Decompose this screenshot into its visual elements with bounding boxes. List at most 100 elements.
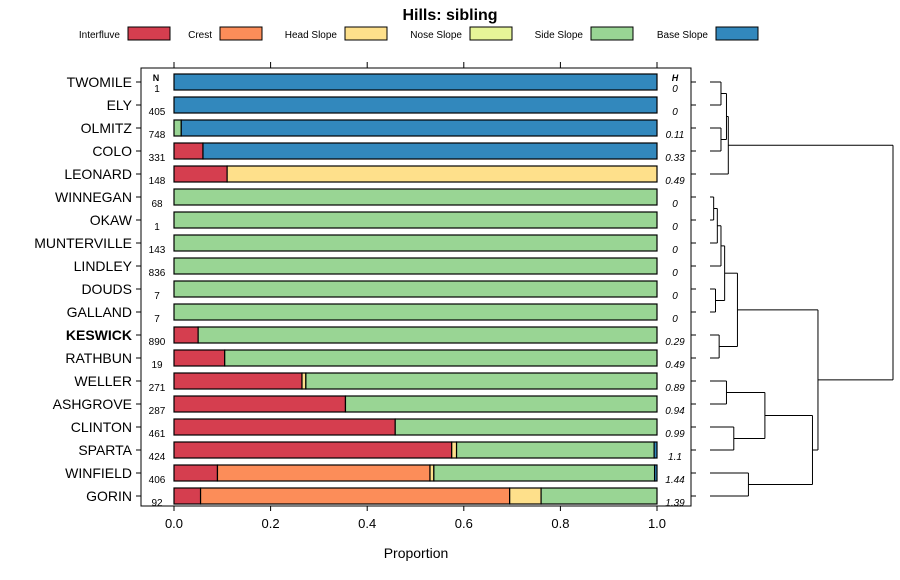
bar-segment — [216, 464, 431, 482]
row-label: ELY — [107, 97, 133, 113]
x-tick-label: 0.8 — [551, 516, 569, 531]
legend-label: Crest — [188, 30, 212, 41]
n-value: 287 — [149, 406, 166, 417]
n-value: 836 — [149, 268, 166, 279]
n-column-header: N — [153, 73, 160, 83]
legend-label: Nose Slope — [410, 30, 462, 41]
bar-segment — [173, 395, 347, 413]
h-value: 0 — [672, 291, 678, 302]
bar-row: WINFIELD 406 1.44 — [65, 464, 685, 486]
h-column-header: H — [672, 73, 679, 83]
legend: Interfluve Crest Head Slope Nose Slope Side … — [79, 26, 759, 41]
n-value: 148 — [149, 176, 166, 187]
n-value: 1 — [154, 84, 160, 95]
h-value: 1.44 — [665, 475, 685, 486]
h-value: 0 — [672, 107, 678, 118]
row-label: CLINTON — [71, 419, 132, 435]
bar-row: LEONARD 148 0.49 — [64, 165, 685, 187]
row-label: OKAW — [90, 212, 133, 228]
x-tick-label: 0.2 — [262, 516, 280, 531]
bar-row: GALLAND 7 0 — [67, 303, 678, 325]
n-value: 68 — [151, 199, 163, 210]
bar-row: CLINTON 461 0.99 — [71, 418, 685, 440]
legend-label: Head Slope — [285, 30, 338, 41]
n-value: 461 — [149, 429, 166, 440]
h-value: 0.89 — [665, 383, 685, 394]
row-label: COLO — [92, 143, 132, 159]
h-value: 0.33 — [665, 153, 685, 164]
bar-segment — [509, 487, 542, 505]
h-value: 0.49 — [665, 176, 685, 187]
legend-label: Side Slope — [535, 30, 584, 41]
h-value: 0.11 — [666, 130, 685, 141]
bar-row: OKAW 1 0 — [90, 211, 678, 233]
bar-segment — [197, 326, 658, 344]
row-label: RATHBUN — [65, 350, 132, 366]
n-value: 92 — [151, 498, 163, 509]
h-value: 0 — [672, 314, 678, 325]
bar-segment — [344, 395, 658, 413]
row-label: GALLAND — [67, 304, 132, 320]
bar-row: DOUDS 7 0 — [81, 280, 678, 302]
row-label: WINNEGAN — [55, 189, 132, 205]
x-tick-label: 0.0 — [165, 516, 183, 531]
n-value: 406 — [149, 475, 166, 486]
bar-row: ASHGROVE 287 0.94 — [53, 395, 685, 417]
n-value: 331 — [149, 153, 166, 164]
bar-row: RATHBUN 19 0.49 — [65, 349, 685, 371]
h-value: 0.94 — [665, 406, 685, 417]
x-tick-label: 1.0 — [648, 516, 666, 531]
row-label: MUNTERVILLE — [34, 235, 132, 251]
bar-segment — [173, 234, 658, 252]
x-axis-label: Proportion — [384, 545, 449, 561]
h-value: 0.99 — [665, 429, 685, 440]
legend-swatch — [127, 26, 171, 41]
row-label: GORIN — [86, 488, 132, 504]
chart-title: Hills: sibling — [402, 7, 497, 24]
bar-segment — [173, 119, 182, 137]
bar-segment — [173, 211, 658, 229]
legend-swatch — [590, 26, 634, 41]
n-value: 405 — [149, 107, 166, 118]
row-label: LEONARD — [64, 166, 132, 182]
bar-row: KESWICK 890 0.29 — [66, 326, 685, 348]
row-label: TWOMILE — [67, 74, 132, 90]
row-label: WELLER — [74, 373, 132, 389]
n-value: 19 — [151, 360, 163, 371]
bar-row: COLO 331 0.33 — [92, 142, 685, 164]
bar-segment — [173, 257, 658, 275]
bar-row: GORIN 92 1.39 — [86, 487, 685, 509]
dendrogram — [710, 81, 894, 497]
bar-row: WINNEGAN 68 0 — [55, 188, 678, 210]
h-value: 0 — [672, 268, 678, 279]
bar-segment — [173, 73, 658, 91]
bar-segment — [451, 441, 458, 459]
bar-segment — [173, 372, 303, 390]
row-label: ASHGROVE — [53, 396, 132, 412]
bar-segment — [173, 487, 202, 505]
bar-segment — [305, 372, 658, 390]
n-value: 7 — [154, 291, 160, 302]
bar-segment — [540, 487, 658, 505]
bar-segment — [173, 464, 219, 482]
h-value: 1.1 — [668, 452, 682, 463]
row-label: SPARTA — [78, 442, 132, 458]
h-value: 0 — [672, 222, 678, 233]
legend-label: Base Slope — [657, 30, 709, 41]
h-value: 1.39 — [665, 498, 685, 509]
bar-segment — [173, 165, 228, 183]
bar-segment — [173, 349, 226, 367]
bar-row: MUNTERVILLE 143 0 — [34, 234, 678, 256]
bar-segment — [180, 119, 658, 137]
bar-segment — [173, 418, 396, 436]
bar-segment — [226, 165, 658, 183]
bar-segment — [173, 303, 658, 321]
legend-swatch — [219, 26, 263, 41]
plot-frame — [140, 67, 692, 507]
legend-label: Interfluve — [79, 30, 121, 41]
bar-row: OLMITZ 748 0.11 — [81, 119, 685, 141]
bar-segment — [455, 441, 655, 459]
bar-segment — [173, 142, 204, 160]
